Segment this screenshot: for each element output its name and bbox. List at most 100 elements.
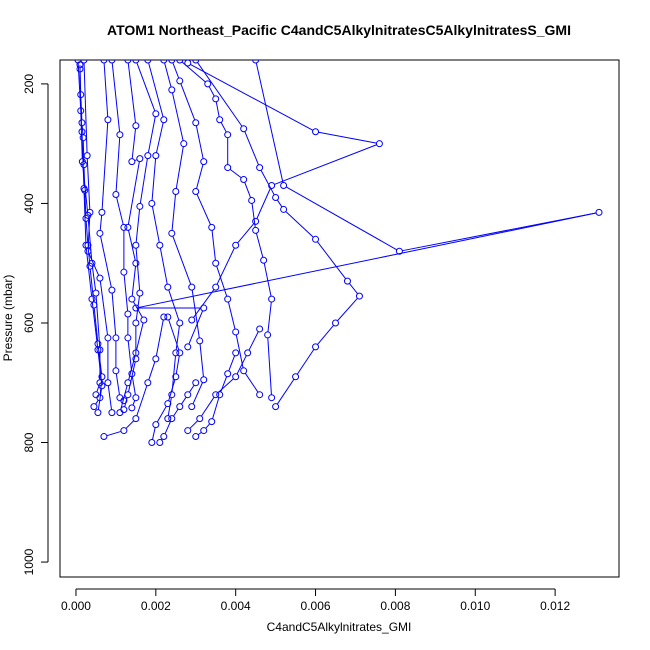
x-tick-label: 0.002 — [141, 599, 171, 613]
profile-series — [156, 379, 200, 447]
data-point — [108, 60, 116, 64]
data-point — [176, 403, 184, 411]
data-point — [212, 283, 220, 291]
series-segment — [88, 253, 100, 276]
series-segment — [171, 92, 184, 141]
series-segment — [201, 396, 215, 417]
data-point — [152, 110, 160, 118]
data-point — [200, 427, 208, 435]
series-segment — [199, 343, 204, 377]
data-point — [208, 223, 216, 231]
data-point — [176, 77, 184, 85]
data-point — [200, 304, 208, 312]
data-point — [280, 182, 288, 190]
series-segment — [172, 62, 180, 79]
series-segment — [103, 62, 109, 117]
data-point — [192, 433, 200, 441]
series-segment — [85, 248, 93, 297]
series-segment — [91, 266, 97, 291]
series-segment — [127, 62, 136, 123]
data-point — [232, 241, 240, 249]
data-point — [144, 152, 152, 160]
series-segment — [131, 128, 137, 159]
data-point — [212, 391, 220, 399]
series-segment — [86, 158, 91, 210]
series-segment — [151, 206, 160, 243]
data-point — [188, 403, 196, 411]
data-point — [120, 268, 128, 276]
data-point — [343, 277, 351, 285]
series-segment — [97, 352, 103, 383]
data-point — [124, 334, 132, 342]
series-segment — [244, 182, 252, 198]
data-point — [224, 131, 232, 139]
series-segment — [87, 215, 91, 249]
series-segment — [115, 373, 120, 395]
series-segment — [193, 289, 215, 318]
data-point — [148, 199, 156, 207]
series-segment — [267, 302, 272, 333]
data-point — [260, 256, 268, 264]
data-point — [164, 283, 172, 291]
series-segment — [135, 296, 140, 321]
series-segment — [263, 263, 272, 297]
data-point — [112, 190, 120, 198]
data-point — [84, 247, 92, 255]
data-point — [120, 427, 128, 435]
series-segment — [100, 236, 112, 288]
data-point — [124, 310, 132, 318]
series-segment — [216, 247, 235, 285]
data-point — [112, 367, 120, 375]
data-point — [80, 185, 88, 193]
data-point — [164, 415, 172, 423]
profile-series — [160, 60, 208, 411]
data-point — [208, 418, 216, 426]
data-point — [172, 349, 180, 357]
series-segment — [168, 319, 180, 351]
series-segment — [248, 331, 259, 351]
profile-series — [176, 60, 276, 402]
data-point — [128, 158, 136, 166]
series-segment — [274, 144, 377, 185]
data-point — [240, 367, 248, 375]
series-segment — [216, 265, 228, 297]
data-point — [160, 433, 168, 441]
series-segment — [159, 248, 168, 285]
data-point — [180, 140, 188, 148]
series-segment — [192, 382, 203, 405]
series-segment — [106, 430, 122, 437]
series-segment — [136, 62, 156, 112]
data-point — [83, 152, 91, 160]
data-point — [232, 328, 240, 336]
data-point — [168, 60, 176, 64]
x-tick-label: 0.012 — [540, 599, 570, 613]
series-segment — [189, 384, 195, 393]
data-point — [94, 409, 102, 417]
series-segment — [99, 281, 109, 336]
series-segment — [212, 397, 220, 419]
data-point — [96, 274, 104, 282]
data-point — [92, 289, 100, 297]
chart-title: ATOM1 Northeast_Pacific C4andC5Alkylnitr… — [107, 22, 571, 38]
series-segment — [124, 397, 128, 407]
series-segment — [197, 62, 243, 127]
series-segment — [128, 361, 136, 392]
profile-series — [74, 60, 106, 417]
series-segment — [188, 310, 204, 345]
profile-series — [184, 60, 383, 324]
data-point — [100, 60, 108, 64]
data-point — [332, 319, 340, 327]
data-point — [292, 373, 300, 381]
series-segment — [85, 221, 89, 243]
data-point — [144, 379, 152, 387]
series-segment — [81, 125, 84, 135]
series-segment — [164, 421, 172, 435]
series-segment — [111, 62, 121, 132]
data-point — [188, 316, 196, 324]
data-point — [132, 60, 140, 64]
x-tick-label: 0.008 — [380, 599, 410, 613]
series-segment — [125, 420, 135, 429]
series-segment — [171, 194, 177, 231]
data-point — [395, 247, 403, 255]
